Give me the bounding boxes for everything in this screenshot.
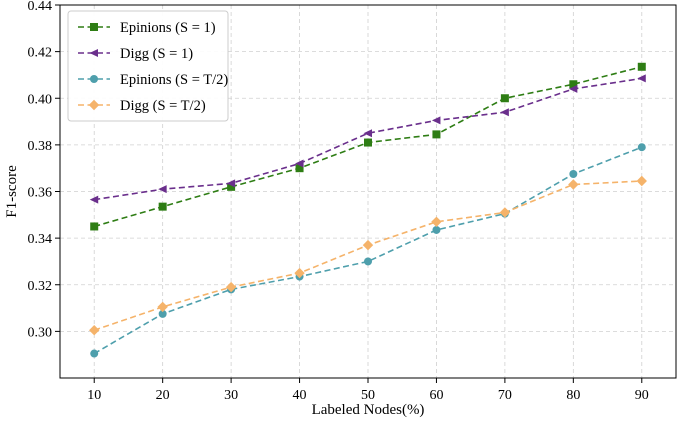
data-point [568,84,578,93]
x-tick-label: 90 [635,388,649,403]
data-point [499,207,511,218]
legend-item: Digg (S = 1) [78,46,193,62]
data-point [500,108,509,117]
x-tick-label: 70 [498,388,512,403]
y-tick-label: 0.32 [28,279,53,294]
data-point [90,349,99,358]
data-point [89,195,99,204]
legend-label: Digg (S = T/2) [120,98,206,114]
legend-label: Epinions (S = T/2) [120,72,228,88]
x-axis-title: Labeled Nodes(%) [312,402,425,418]
legend-item: Epinions (S = T/2) [78,72,228,88]
legend-box [67,10,229,122]
series-line [93,146,643,355]
legend-label: Digg (S = 1) [120,46,193,62]
legend-marker [89,49,98,57]
data-point [432,225,441,234]
legend-item: Epinions (S = 1) [78,20,216,36]
data-point [637,74,646,83]
x-tick-label: 80 [566,388,580,403]
x-tick-label: 30 [224,388,238,403]
data-point [500,94,509,103]
x-tick-label: 40 [293,388,307,403]
y-tick-label: 0.40 [28,92,53,107]
x-tick-label: 10 [87,388,101,403]
data-point [569,80,578,89]
legend-marker [90,75,98,83]
legend-marker [90,23,98,31]
legend-marker [88,99,100,111]
data-point [364,257,372,266]
data-point [637,143,646,152]
data-point [362,239,374,251]
data-point [225,281,237,293]
series-4 [89,175,647,336]
data-point [158,185,167,194]
x-tick-label: 20 [156,388,170,403]
x-tick-label: 50 [361,388,375,403]
data-point [294,267,305,279]
x-tick-label: 60 [429,388,443,403]
data-point [364,138,372,147]
data-point [637,62,646,71]
legend-label: Epinions (S = 1) [120,20,216,36]
y-tick-label: 0.34 [28,232,53,247]
y-tick-label: 0.36 [28,186,53,201]
y-tick-label: 0.44 [28,0,53,14]
y-tick-label: 0.38 [28,139,53,154]
data-point [295,159,304,168]
data-point [158,309,167,318]
data-point [157,301,168,313]
legend: Epinions (S = 1) Digg (S = 1) Epinions (S … [67,10,229,122]
grid [60,4,676,378]
data-point [226,179,236,188]
data-point [431,116,441,125]
data-point [89,325,100,336]
series-2 [89,74,646,204]
data-point [569,170,578,179]
series-line [94,77,642,201]
data-point [158,202,167,211]
series-1 [90,62,646,231]
y-tick-label: 0.42 [28,46,53,61]
axis-ticks: 10 20 30 40 50 60 70 80 90 0.30 0.32 0.34 0.36 0.38 0.… [28,0,649,403]
data-point [432,130,441,139]
series-layer [89,62,647,358]
data-point [636,175,647,187]
data-point [227,182,236,191]
y-tick-label: 0.30 [28,325,53,340]
data-point [90,222,99,231]
legend-item: Digg (S = T/2) [78,98,206,114]
data-point [295,164,304,173]
data-point [568,179,579,190]
data-point [431,216,442,228]
y-axis-title: F1-score [4,165,20,218]
data-point [363,129,372,138]
